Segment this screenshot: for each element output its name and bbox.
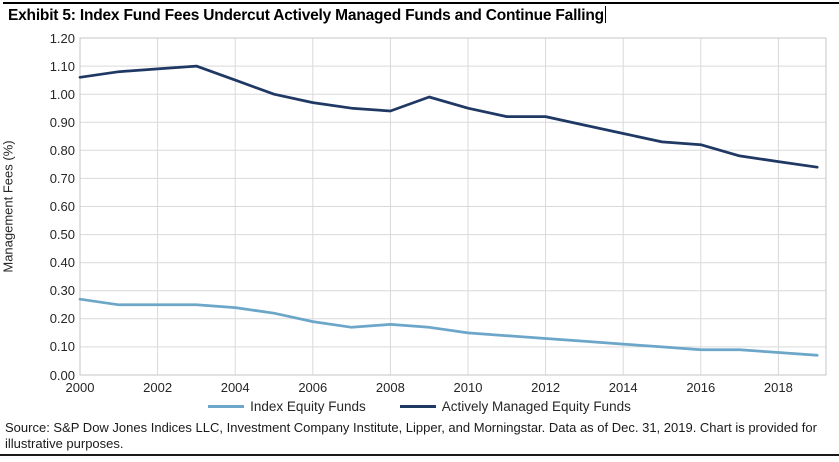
- y-tick-label: 0.90: [49, 114, 75, 130]
- y-tick-label: 1.00: [49, 86, 75, 102]
- chart-title: Exhibit 5: Index Fund Fees Undercut Acti…: [8, 6, 607, 25]
- legend-item-index-equity-funds: Index Equity Funds: [208, 399, 366, 414]
- x-tick-label: 2014: [608, 380, 638, 395]
- source-note: Source: S&P Dow Jones Indices LLC, Inves…: [5, 420, 817, 452]
- x-tick-label: 2016: [686, 380, 716, 395]
- y-tick-label: 1.20: [49, 30, 75, 46]
- y-tick-label: 0.10: [49, 339, 75, 355]
- x-tick-label: 2010: [453, 380, 483, 395]
- text-caret: [604, 6, 607, 23]
- y-tick-label: 0.40: [49, 255, 75, 271]
- chart-legend: Index Equity Funds Actively Managed Equi…: [0, 399, 839, 414]
- x-tick-label: 2012: [531, 380, 561, 395]
- legend-item-actively-managed-equity-funds: Actively Managed Equity Funds: [399, 399, 631, 414]
- legend-label: Index Equity Funds: [250, 399, 366, 414]
- y-tick-label: 1.10: [49, 58, 75, 74]
- x-tick-label: 2000: [65, 380, 95, 395]
- y-tick-label: 0.70: [49, 170, 75, 186]
- legend-label: Actively Managed Equity Funds: [441, 399, 631, 414]
- y-tick-label: 0.00: [49, 367, 75, 383]
- y-tick-label: 0.60: [49, 199, 75, 214]
- bottom-border-rule: [0, 454, 839, 456]
- y-tick-label: 0.30: [49, 283, 75, 299]
- chart-title-text: Exhibit 5: Index Fund Fees Undercut Acti…: [8, 7, 604, 24]
- x-tick-label: 2008: [375, 380, 405, 395]
- x-tick-label: 2018: [763, 380, 793, 395]
- actively-managed-equity-funds-line-swatch: [399, 405, 436, 408]
- x-tick-label: 2006: [298, 380, 328, 395]
- x-tick-label: 2002: [143, 380, 173, 395]
- y-tick-label: 0.20: [49, 311, 75, 327]
- top-border-rule: [3, 2, 839, 4]
- index-equity-funds-line-swatch: [208, 405, 245, 408]
- y-tick-label: 0.50: [49, 227, 75, 243]
- y-tick-label: 0.80: [49, 142, 75, 158]
- x-tick-label: 2004: [220, 380, 250, 395]
